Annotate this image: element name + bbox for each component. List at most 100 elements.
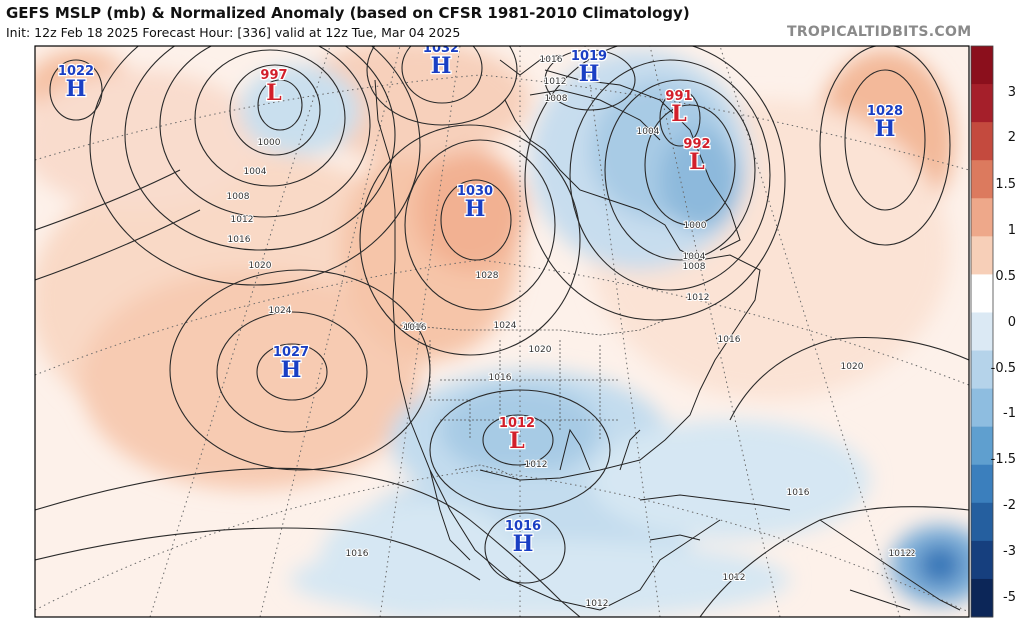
isobar-label: 1024 (269, 306, 292, 316)
isobar-label: 1016 (787, 488, 810, 498)
colorbar-label: -1 (1003, 406, 1016, 421)
pressure-letter: H (875, 116, 896, 142)
isobars (35, 46, 969, 617)
colorbar-swatch (971, 464, 993, 504)
pressure-letter: L (509, 428, 524, 454)
isobar-label: 1000 (258, 138, 281, 148)
isobar-label: 1008 (545, 94, 568, 104)
colorbar-swatch (971, 274, 993, 313)
isobar-label: 1004 (683, 252, 706, 262)
isobar-label: 1012 (723, 573, 746, 583)
pressure-letter: H (465, 196, 486, 222)
chart-title: GEFS MSLP (mb) & Normalized Anomaly (bas… (6, 4, 690, 22)
colorbar-swatch (971, 236, 993, 275)
isobar-label: 1020 (529, 345, 552, 355)
colorbar-label: 3 (1008, 85, 1016, 100)
colorbar-swatch (971, 350, 993, 390)
map-frame (34, 45, 970, 618)
colorbar-label: -3 (1003, 544, 1016, 559)
pressure-value: 1019 (571, 49, 607, 64)
isobar-label: 1028 (476, 271, 499, 281)
anomaly-shading (35, 46, 969, 617)
colorbar-swatch (971, 426, 993, 466)
colorbar-swatch (971, 312, 993, 352)
isobar-label: 1012 (687, 293, 710, 303)
pressure-letter: L (689, 149, 704, 175)
colorbar-swatch (971, 84, 993, 123)
isobar-label: 1024 (494, 321, 517, 331)
pressure-value: 992 (683, 137, 710, 152)
pressure-letter: L (671, 101, 686, 127)
colorbar-swatch (971, 388, 993, 428)
colorbar-swatch (971, 198, 993, 237)
pressure-value: 991 (665, 89, 692, 104)
isobar-label: 1016 (489, 373, 512, 383)
isobar-label: 1020 (841, 362, 864, 372)
pressure-value: 1030 (457, 184, 493, 199)
borders (399, 319, 666, 481)
colorbar-label: -0.5 (991, 361, 1016, 376)
isobar-label: 1016 (228, 235, 251, 245)
pressure-value: 1027 (273, 345, 309, 360)
colorbar-label: -5 (1003, 590, 1016, 605)
isobar-label: 1020 (249, 261, 272, 271)
isobar-label: 1016 (540, 55, 563, 65)
isobar-label: 1008 (683, 262, 706, 272)
forecast-info: Init: 12z Feb 18 2025 Forecast Hour: [33… (6, 25, 461, 40)
colorbar-label: 1 (1008, 223, 1016, 238)
colorbar-label: 0 (1008, 315, 1016, 330)
colorbar-swatch (971, 46, 993, 85)
pressure-letter: H (281, 357, 302, 383)
pressure-value: 1028 (867, 104, 903, 119)
colorbar-label: -1.5 (991, 452, 1016, 467)
isobar-label: 1012 (889, 549, 912, 559)
isobar-label: 1016 (404, 323, 427, 333)
isobar-label: 1004 (637, 127, 660, 137)
isobar-label: 1012 (231, 215, 254, 225)
pressure-value: 1016 (505, 519, 541, 534)
colorbar-swatch (971, 502, 993, 542)
brand-watermark: TROPICALTIDBITS.COM (787, 24, 972, 40)
pressure-letter: H (579, 61, 600, 87)
pressure-letter: H (513, 531, 534, 557)
pressure-value: 997 (260, 68, 287, 83)
isobar-label: 1008 (227, 192, 250, 202)
isobar-label: 1012 (544, 77, 567, 87)
isobar-label: 1004 (244, 167, 267, 177)
pressure-letter: L (266, 80, 281, 106)
isobar-label: 1020 (402, 322, 425, 332)
colorbar-label: 1.5 (995, 177, 1016, 192)
isobar-label-layer: 1000100410081012101610201024102810161020… (226, 54, 917, 610)
colorbar-label: -2 (1003, 498, 1016, 513)
colorbar-swatch (971, 540, 993, 580)
colorbar-swatch (971, 578, 993, 618)
isobar-label: 1016 (346, 549, 369, 559)
colorbar-label: 2 (1008, 130, 1016, 145)
pressure-letter: H (66, 76, 87, 102)
pressure-value: 1022 (58, 64, 94, 79)
pressure-value: 1012 (499, 416, 535, 431)
colorbar-swatch (971, 160, 993, 199)
colorbar-frame (970, 45, 994, 618)
isobar-label: 1000 (684, 221, 707, 231)
isobar-label: 1012 (586, 599, 609, 609)
colorbar-swatch (971, 122, 993, 161)
colorbar-label: 0.5 (995, 269, 1016, 284)
coastlines (374, 54, 961, 611)
isobar-label: 1012 (893, 549, 916, 559)
pressure-letter: H (431, 53, 452, 79)
